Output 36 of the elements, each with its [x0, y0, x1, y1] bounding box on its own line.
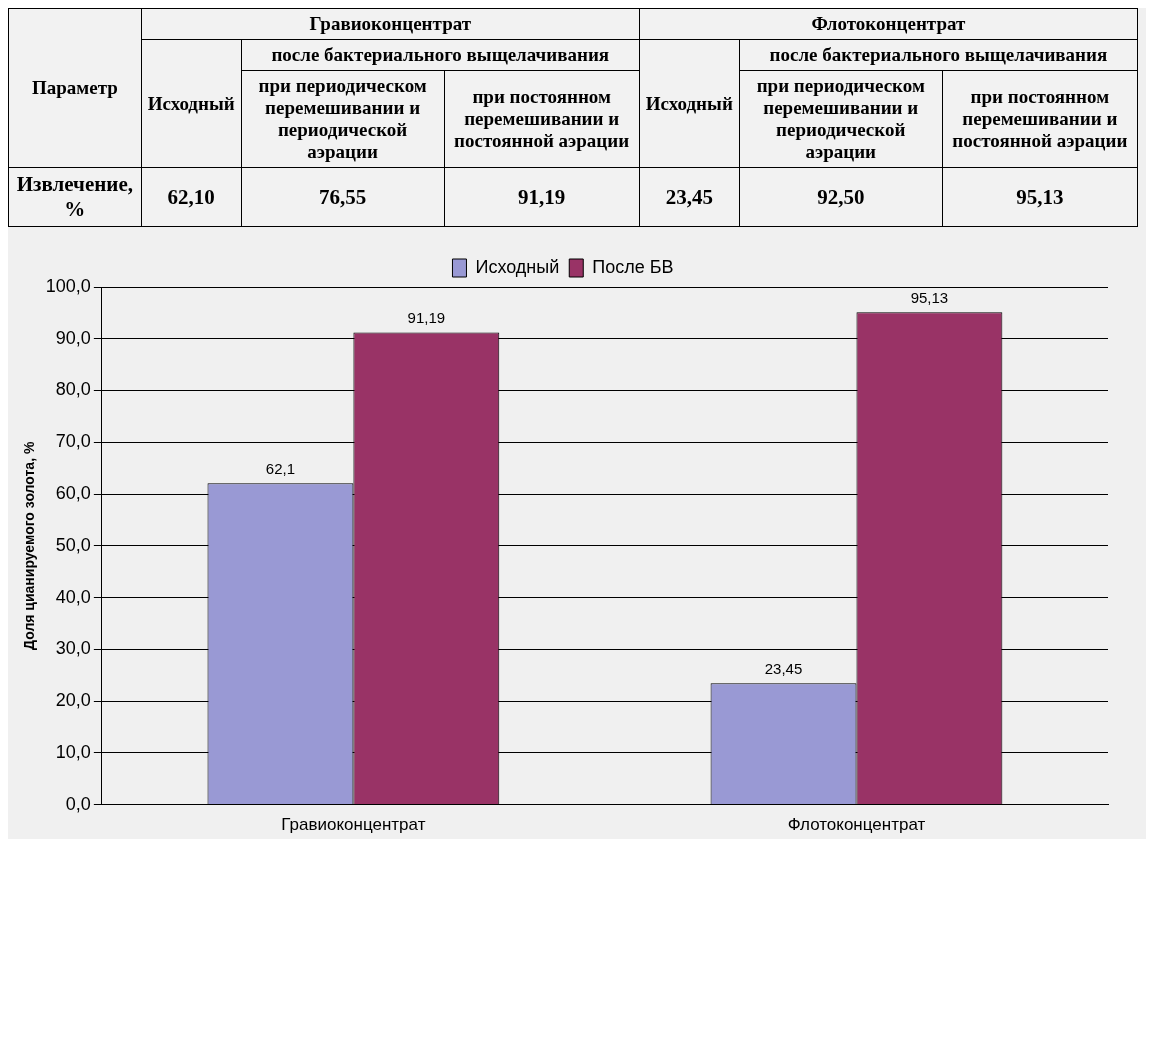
text: Параметр: [8, 8, 142, 168]
text: при периодическом перемешивании и периодической аэрации: [241, 70, 445, 168]
y-tick-label: 30,0: [55, 638, 91, 659]
text: Гравиоконцентрат: [141, 8, 640, 40]
legend-label: После БВ: [592, 256, 674, 277]
data-label: 23,45: [764, 659, 803, 677]
text: Извлечение, %: [8, 167, 142, 227]
data-label: 95,13: [910, 288, 949, 306]
text: 91,19: [444, 167, 640, 227]
y-tick-label: 40,0: [55, 586, 91, 607]
text: 76,55: [241, 167, 445, 227]
y-tick-label: 50,0: [55, 534, 91, 555]
text: при постоянном перемешивании и постоянной аэрации: [444, 70, 640, 168]
text: при постоянном перемешивании и постоянной аэрации: [942, 70, 1138, 168]
text: после бактериального выщелачивания: [241, 39, 640, 71]
y-tick-label: 0,0: [65, 793, 91, 814]
y-tick-label: 80,0: [55, 379, 91, 400]
text: 62,10: [141, 167, 242, 227]
y-tick-label: 90,0: [55, 327, 91, 348]
y-axis-title: Доля цианируемого золота, %: [21, 441, 38, 650]
text: 92,50: [739, 167, 943, 227]
legend-label: Исходный: [475, 256, 560, 277]
text: при периодическом перемешивании и периодической аэрации: [739, 70, 943, 168]
y-tick-label: 20,0: [55, 690, 91, 711]
text: 95,13: [942, 167, 1138, 227]
y-tick-label: 10,0: [55, 741, 91, 762]
data-label: 91,19: [407, 309, 446, 327]
text: Исходный: [141, 39, 242, 168]
text: Флотоконцентрат: [639, 8, 1138, 40]
y-tick-label: 70,0: [55, 431, 91, 452]
text: Исходный: [639, 39, 740, 168]
text: 23,45: [639, 167, 740, 227]
text: после бактериального выщелачивания: [739, 39, 1138, 71]
y-tick-label: 100,0: [45, 275, 91, 296]
data-label: 62,1: [265, 459, 296, 477]
y-tick-label: 60,0: [55, 483, 91, 504]
